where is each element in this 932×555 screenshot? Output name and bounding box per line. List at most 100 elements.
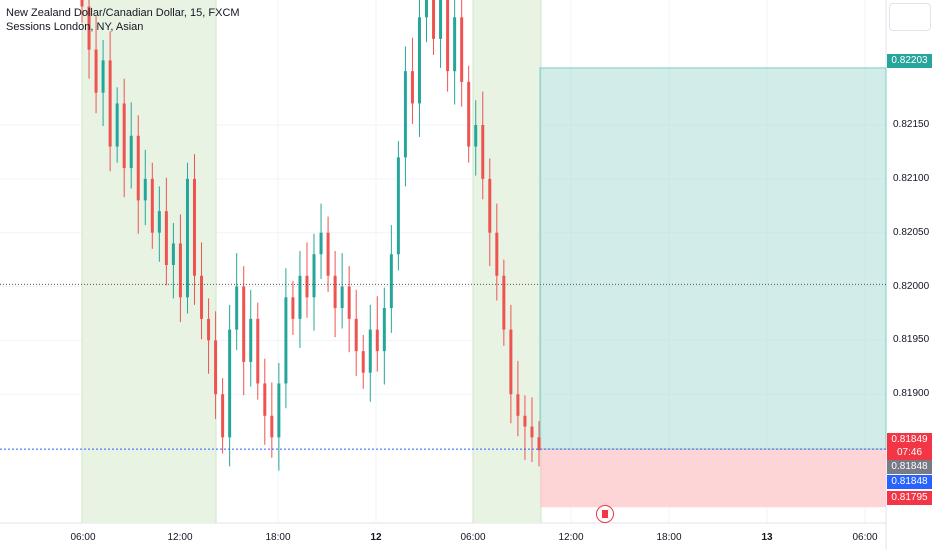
candle-body [129, 135, 133, 169]
time-axis-label: 12:00 [167, 532, 193, 543]
price-axis-label: 0.81950 [893, 334, 930, 346]
time-axis-label: 18:00 [656, 532, 682, 543]
position-zones [539, 67, 887, 508]
candle-body [214, 340, 218, 395]
candle-body [530, 426, 534, 438]
candle-body [326, 232, 330, 276]
candle-body [298, 275, 302, 319]
candle-body [474, 125, 478, 147]
time-axis-label: 06:00 [460, 532, 486, 543]
candle-body [171, 243, 175, 265]
candle-body [432, 0, 436, 39]
candle-body [368, 329, 372, 373]
canada-flag-icon[interactable] [596, 505, 614, 523]
time-axis-label: 13 [761, 532, 773, 543]
candle-body [284, 297, 288, 384]
price-lines [0, 283, 886, 450]
candle-body [249, 318, 253, 362]
candle-body [516, 394, 520, 416]
candle-body [537, 437, 541, 451]
candle-body [221, 394, 225, 438]
last-price-tag: 0.81848 [887, 460, 932, 474]
candle-body [523, 415, 527, 427]
profit-zone [539, 67, 887, 450]
candle-body [453, 17, 457, 72]
candle-body [87, 6, 91, 50]
target-price-tag: 0.82203 [887, 54, 932, 68]
candle-body [439, 0, 443, 39]
candle-body [361, 351, 365, 373]
price-axis-label: 0.82150 [893, 119, 930, 130]
candle-body [502, 275, 506, 330]
candle-body [481, 125, 485, 179]
candle-body [108, 60, 112, 147]
sessions-indicator-label: Sessions London, NY, Asian [6, 21, 144, 33]
candle-body [495, 232, 499, 276]
candle-body [228, 329, 232, 438]
candle-body [136, 135, 140, 201]
candle-body [143, 178, 147, 201]
session-highlight [473, 0, 541, 523]
candle-body [150, 178, 154, 233]
candle-body [207, 318, 211, 341]
candle-body [375, 329, 379, 352]
candle-body [460, 17, 464, 82]
price-axis-label: 0.82100 [893, 172, 930, 184]
candle-body [101, 60, 105, 93]
candle-body [256, 318, 260, 384]
price-axis-label: 0.81900 [893, 388, 930, 400]
candle-body [417, 17, 421, 104]
candle-body [200, 275, 204, 319]
chart-legend: New Zealand Dollar/Canadian Dollar, 15, … [6, 6, 240, 34]
stop-price-tag: 0.81795 [887, 491, 932, 505]
candle-body [235, 286, 239, 330]
candle-body [347, 286, 351, 319]
candle-body [333, 275, 337, 309]
price-axis-label: 0.82000 [893, 280, 930, 292]
time-axis-label: 12:00 [558, 532, 584, 543]
candle-body [178, 243, 182, 298]
candle-body [382, 308, 386, 352]
candle-body [509, 329, 513, 395]
candle-body [94, 49, 98, 93]
expand-button[interactable] [889, 3, 931, 31]
candles [80, 0, 541, 471]
session-highlights [81, 0, 542, 523]
time-axis-label: 06:00 [70, 532, 96, 543]
candle-body [263, 383, 267, 416]
candle-body [305, 275, 309, 298]
candle-body [80, 0, 84, 7]
candle-body [122, 103, 126, 169]
bid-price-tag: 0.81848 [887, 475, 932, 489]
candle-body [185, 178, 189, 298]
candle-body [242, 286, 246, 362]
candle-body [410, 71, 414, 104]
countdown-tag: 07:46 [887, 446, 932, 460]
symbol-title: New Zealand Dollar/Canadian Dollar, 15, … [6, 7, 240, 19]
candle-body [164, 211, 168, 265]
loss-zone [540, 449, 886, 508]
candle-body [270, 415, 274, 438]
candle-body [389, 254, 393, 309]
candle-body [425, 0, 429, 18]
time-axis-label: 12 [370, 532, 382, 543]
candle-body [192, 178, 196, 276]
candle-body [312, 254, 316, 298]
candle-body [291, 297, 295, 319]
candle-body [319, 232, 323, 255]
candle-body [157, 211, 161, 233]
candle-body [354, 318, 358, 352]
price-axis-label: 0.82050 [893, 226, 930, 238]
candle-body [488, 178, 492, 233]
time-axis-label: 18:00 [265, 532, 291, 543]
entry-price-tag: 0.81849 [887, 433, 932, 447]
candle-body [277, 383, 281, 438]
time-axis-label: 06:00 [852, 532, 878, 543]
candle-body [446, 0, 450, 72]
candle-body [467, 81, 471, 147]
candle-body [396, 157, 400, 255]
candle-body [340, 286, 344, 309]
candle-body [115, 103, 119, 147]
